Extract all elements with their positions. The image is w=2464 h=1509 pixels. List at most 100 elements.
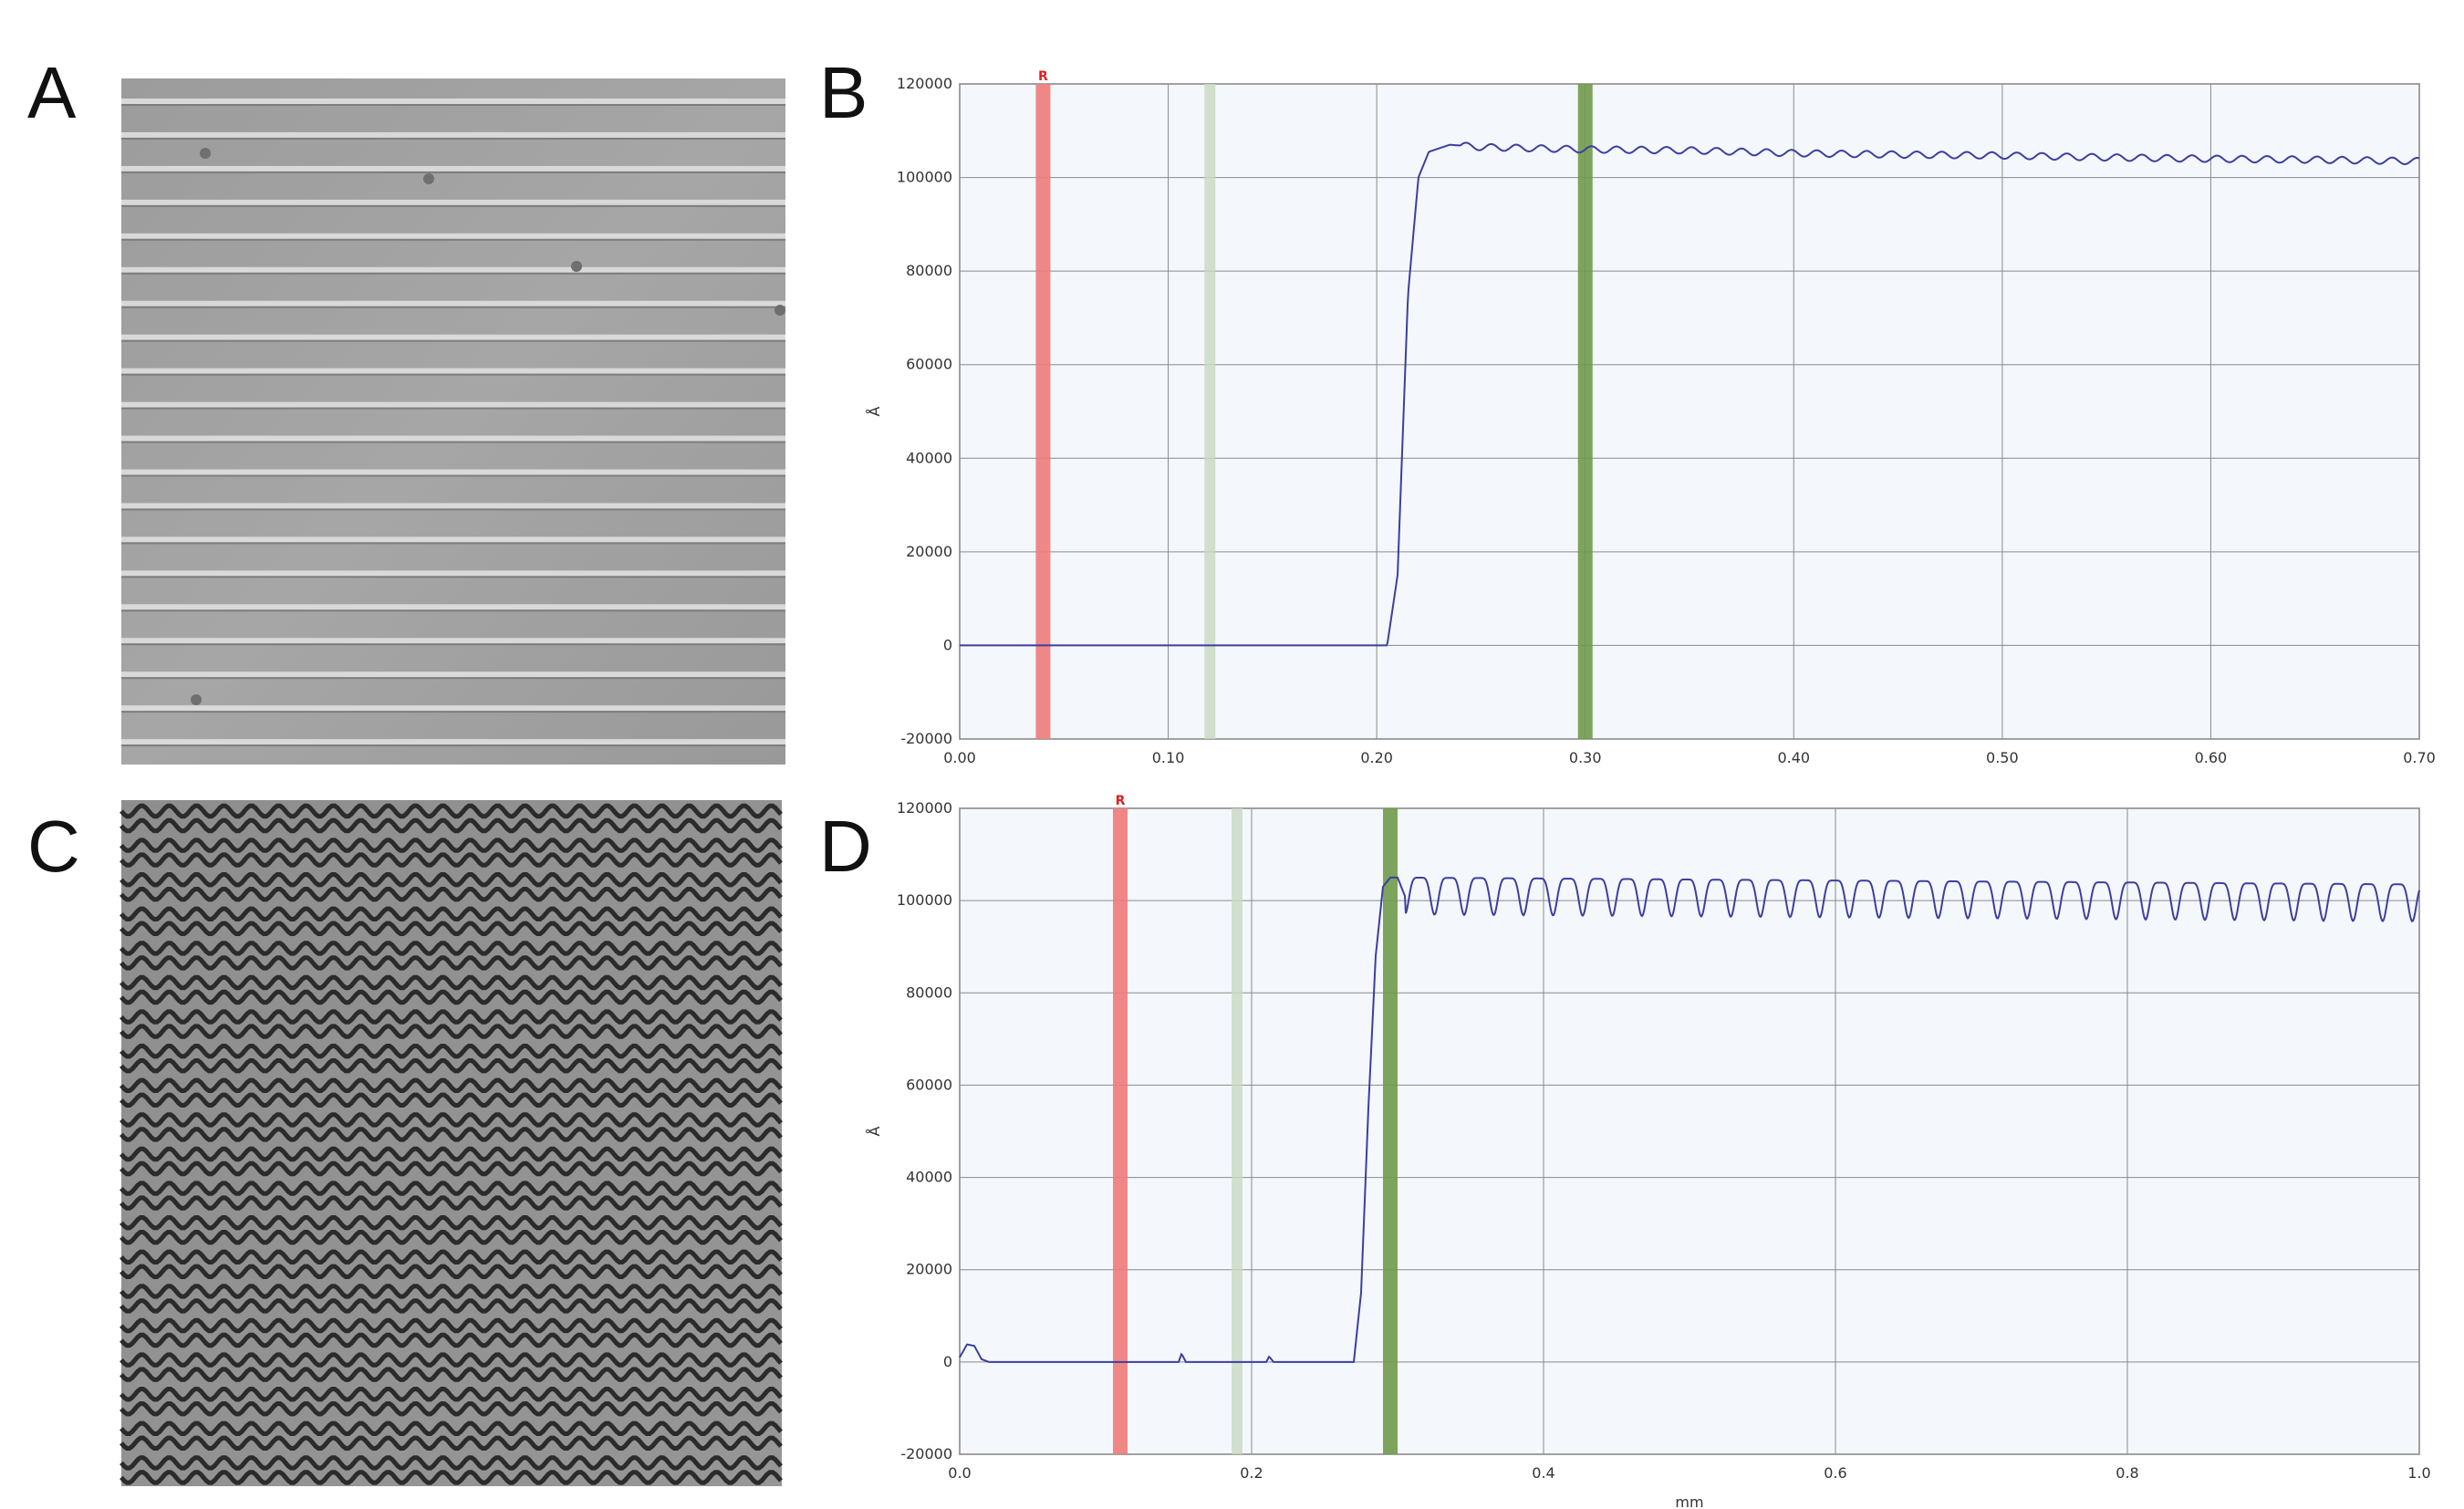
y-tick-label: 80000 (906, 262, 952, 279)
y-tick-label: 40000 (906, 1169, 952, 1186)
y-tick-label: -20000 (900, 1445, 952, 1462)
channel-edge (121, 744, 785, 747)
wavy-channel-wall (120, 1435, 783, 1451)
y-tick-label: 80000 (906, 983, 952, 1001)
x-tick-label: 0.60 (2195, 749, 2228, 766)
debris-dot (423, 173, 434, 184)
panel-letter-d: D (819, 806, 872, 887)
micrograph-straight-channels (121, 78, 785, 765)
cursor-green (1383, 808, 1398, 1454)
channel-edge (121, 474, 785, 477)
channel-edge (121, 542, 785, 545)
channel-edge (121, 238, 785, 241)
wavy-channel-wall (120, 803, 783, 819)
wavy-channel-wall (120, 1092, 783, 1108)
channel-line (121, 368, 785, 374)
wavy-channel-wall (120, 1332, 783, 1348)
wavy-channel-wall (120, 955, 783, 971)
x-tick-label: 0.50 (1986, 749, 2019, 766)
x-tick-label: 1.0 (2407, 1464, 2430, 1482)
debris-dot (571, 261, 582, 272)
wavy-channel-wall (120, 1127, 783, 1142)
channel-edge (121, 643, 785, 646)
y-tick-label: 40000 (906, 449, 952, 466)
y-tick-label: 60000 (906, 1076, 952, 1093)
channel-edge (121, 609, 785, 612)
cursor-red (1035, 84, 1051, 739)
wavy-channel-wall (120, 1112, 783, 1128)
channel-line (121, 300, 785, 307)
wavy-channel-wall (120, 1401, 783, 1417)
channel-edge (121, 171, 785, 173)
wavy-channel-wall (120, 1195, 783, 1211)
channel-edge (121, 137, 785, 140)
y-tick-label: 0 (943, 1353, 952, 1370)
channel-edge (121, 407, 785, 410)
channel-line (121, 604, 785, 610)
wavy-channel-wall (120, 1249, 783, 1264)
wavy-channel-wall (120, 1470, 783, 1485)
wavy-channel-wall (120, 872, 783, 888)
wavy-channel-wall (120, 1058, 783, 1074)
cursor-label: R (1116, 794, 1126, 808)
wavy-channel-wall (120, 1317, 783, 1334)
y-tick-label: 120000 (897, 75, 952, 92)
x-tick-label: 0.10 (1152, 749, 1185, 766)
wavy-channel-wall (120, 1230, 783, 1245)
y-tick-label: 100000 (897, 891, 952, 909)
y-tick-label: 20000 (906, 1261, 952, 1278)
x-tick-label: 0.30 (1569, 749, 1602, 766)
wavy-channel-wall (120, 1009, 783, 1025)
channel-edge (121, 441, 785, 443)
wavy-channel-wall (120, 1146, 783, 1162)
x-tick-label: 0.8 (2116, 1464, 2138, 1482)
channel-edge (121, 576, 785, 578)
y-tick-label: 120000 (897, 799, 952, 817)
channel-edge (121, 373, 785, 376)
wavy-channel-wall (120, 974, 783, 991)
micrograph-background (121, 78, 785, 765)
wavy-channel-wall (120, 906, 783, 921)
wavy-channel-wall (120, 1455, 783, 1471)
wavy-channel-wall (120, 1044, 783, 1059)
channel-edge (121, 204, 785, 207)
chart-d: 0.0 0.2 0.4 0.6 0.8 1.0 -20000 0 20000 40000 60000… (866, 794, 2431, 1509)
channel-line (121, 435, 785, 442)
wavy-channel-wall (120, 852, 783, 868)
channel-line (121, 266, 785, 273)
channel-edge (121, 306, 785, 308)
debris-dot (200, 148, 211, 159)
profile-trace (959, 876, 2420, 1363)
panel-letter-b: B (819, 52, 868, 133)
channel-line (121, 705, 785, 712)
cursor-light (1204, 84, 1216, 739)
wavy-channel-wall (120, 1024, 783, 1039)
panel-letter-c: C (27, 806, 80, 887)
x-tick-label: 0.70 (2403, 749, 2436, 766)
channel-edge (121, 339, 785, 342)
channel-line (121, 503, 785, 509)
x-axis-label: mm (1675, 1493, 1703, 1509)
wavy-channel-wall (120, 941, 783, 956)
channel-line (121, 99, 785, 104)
y-axis-label: Å (866, 406, 883, 416)
micrograph-background (121, 800, 782, 1486)
wavy-channel-wall (120, 817, 783, 834)
channel-edge (121, 508, 785, 511)
channel-edge (121, 711, 785, 713)
wavy-channel-wall (120, 1352, 783, 1368)
y-tick-label: 20000 (906, 543, 952, 560)
channel-edge (121, 677, 785, 680)
wavy-channel-wall (120, 1284, 783, 1299)
wavy-channel-wall (120, 1421, 783, 1436)
wavy-channel-wall (120, 989, 783, 1005)
channel-line (121, 536, 785, 543)
cursor-label: R (1038, 69, 1048, 84)
panel-letter-a: A (27, 52, 77, 133)
y-tick-label: 0 (943, 636, 952, 653)
wavy-channel-wall (120, 1181, 783, 1196)
wavy-channel-wall (120, 887, 783, 902)
wavy-channel-wall (120, 1387, 783, 1402)
channel-line (121, 199, 785, 205)
